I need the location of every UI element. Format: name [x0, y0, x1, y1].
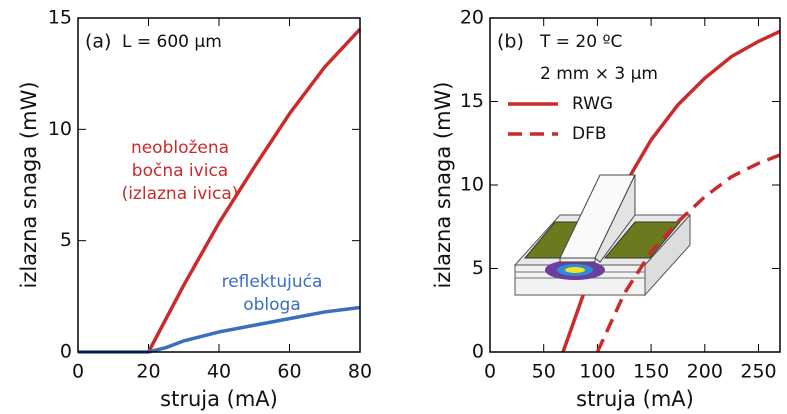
subtitle: 2 mm × 3 µm	[540, 64, 658, 84]
device-inset	[513, 174, 692, 297]
plot-frame	[489, 17, 781, 353]
data-line	[78, 305, 361, 354]
y-tick-label: 10	[48, 118, 72, 140]
annotation: (izlazna ivica)	[122, 184, 239, 204]
y-tick-label: 20	[460, 7, 484, 29]
panel-label: (b)	[497, 31, 524, 53]
x-tick-label: 150	[633, 361, 669, 383]
x-tick-label: 60	[277, 361, 301, 383]
plot-frame	[77, 17, 361, 353]
y-tick-label: 0	[472, 341, 484, 363]
x-tick-label: 40	[207, 361, 231, 383]
x-tick-label: 50	[532, 361, 556, 383]
x-tick-label: 0	[72, 361, 84, 383]
legend-label: DFB	[572, 124, 607, 144]
subtitle: T = 20 ºC	[539, 32, 622, 52]
y-tick-label: 5	[60, 229, 72, 251]
x-tick-label: 0	[484, 361, 496, 383]
x-tick-label: 20	[136, 361, 160, 383]
legend-label: RWG	[572, 94, 613, 114]
y-axis-title: izlazna snaga (mW)	[17, 81, 41, 288]
x-tick-label: 100	[579, 361, 615, 383]
x-tick-label: 200	[687, 361, 723, 383]
data-line	[146, 27, 362, 353]
subtitle: L = 600 µm	[122, 32, 222, 52]
y-tick-label: 10	[460, 174, 484, 196]
x-axis-title: struja (mA)	[160, 387, 278, 411]
data-line	[595, 153, 781, 353]
y-tick-label: 15	[48, 7, 72, 29]
x-tick-label: 80	[348, 361, 372, 383]
y-axis-title: izlazna snaga (mW)	[431, 81, 455, 288]
y-tick-label: 5	[472, 257, 484, 279]
annotation: neobložena	[131, 138, 229, 158]
x-tick-label: 250	[740, 361, 776, 383]
annotation: bočna ivica	[132, 161, 228, 181]
annotation: reflektujuća	[222, 272, 323, 292]
x-axis-title: struja (mA)	[576, 387, 694, 411]
y-tick-label: 15	[460, 90, 484, 112]
panel-label: (a)	[85, 31, 111, 53]
y-tick-label: 0	[60, 341, 72, 363]
annotation: obloga	[243, 295, 301, 315]
